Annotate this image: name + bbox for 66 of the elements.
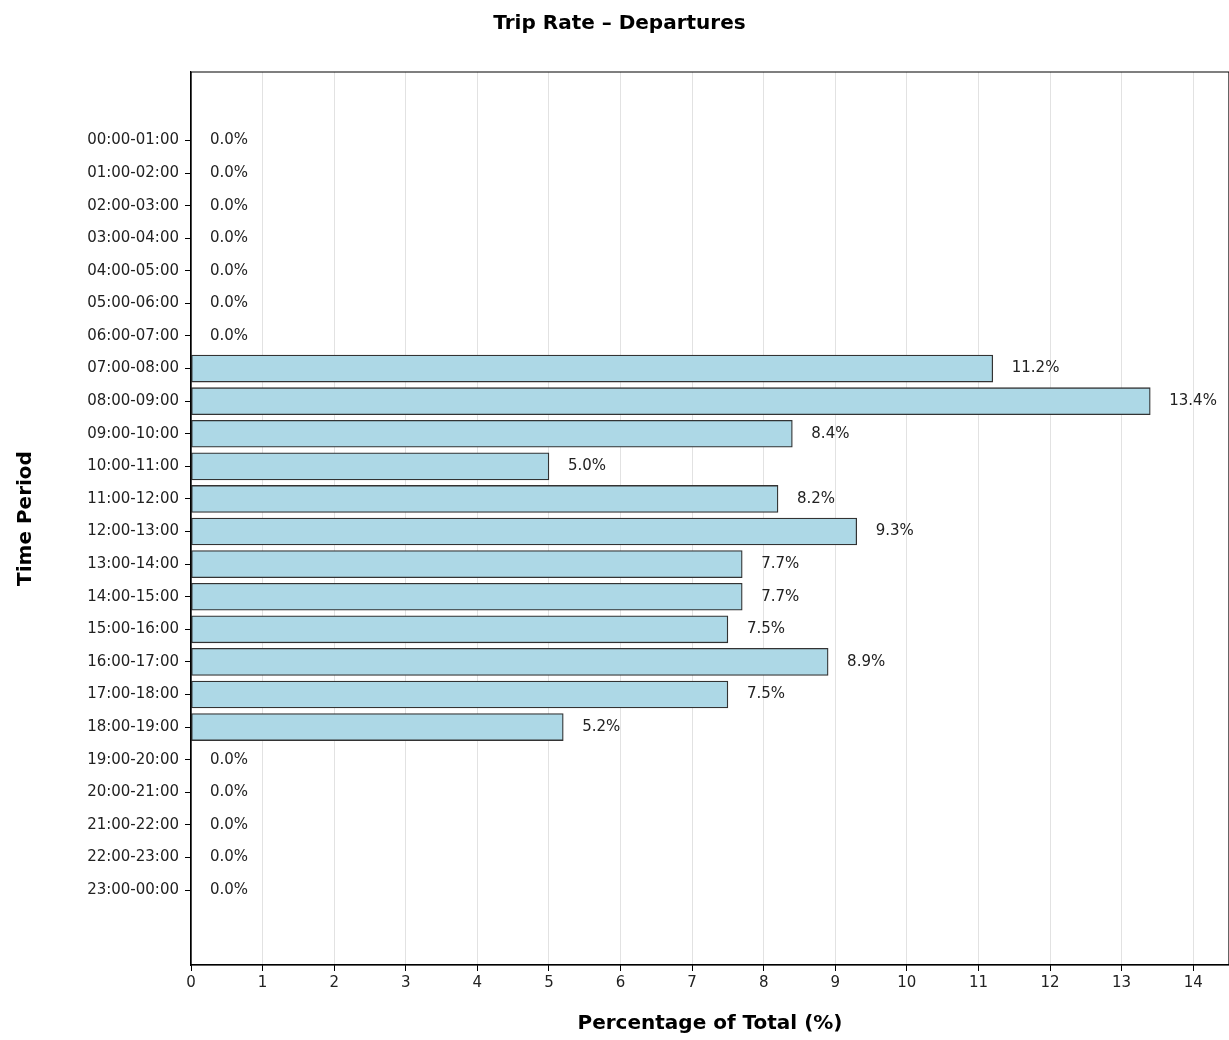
data-label: 5.0% — [567, 456, 607, 475]
x-tick-label: 13 — [1112, 972, 1132, 991]
y-tick-label: 01:00-02:00 — [87, 162, 179, 181]
data-label: 7.5% — [746, 619, 786, 638]
data-label: 9.3% — [875, 521, 914, 540]
x-axis-title: Percentage of Total (%) — [577, 1010, 843, 1035]
y-tick-label: 20:00-21:00 — [87, 782, 179, 801]
y-tick-label: 21:00-22:00 — [87, 814, 179, 833]
data-label: 5.2% — [582, 716, 621, 735]
x-tick-label: 6 — [615, 972, 626, 991]
data-label: 13.4% — [1169, 391, 1217, 410]
data-label: 0.0% — [210, 749, 249, 768]
x-tick-label: 2 — [329, 972, 339, 991]
data-label: 0.0% — [210, 814, 249, 833]
x-tick-label: 9 — [830, 972, 841, 991]
data-label: 11.2% — [1011, 358, 1060, 377]
y-tick-label: 16:00-17:00 — [87, 651, 179, 670]
y-tick-label: 17:00-18:00 — [87, 684, 179, 703]
y-tick-label: 02:00-03:00 — [87, 195, 179, 214]
y-tick-label: 10:00-11:00 — [87, 456, 179, 475]
y-tick-label: 13:00-14:00 — [87, 554, 179, 573]
y-tick-label: 11:00-12:00 — [87, 488, 179, 507]
x-tick-label: 14 — [1183, 972, 1203, 991]
data-label: 8.2% — [797, 488, 836, 507]
y-tick-label: 04:00-05:00 — [87, 260, 179, 279]
y-tick-label: 00:00-01:00 — [87, 130, 179, 149]
chart-title: Trip Rate – Departures — [493, 10, 746, 35]
y-tick-label: 05:00-06:00 — [87, 293, 179, 312]
data-label: 0.0% — [210, 782, 249, 801]
y-tick-label: 23:00-00:00 — [87, 879, 179, 898]
x-tick-label: 7 — [687, 972, 697, 991]
data-label: 0.0% — [210, 325, 249, 344]
x-tick-label: 8 — [758, 972, 769, 991]
data-label: 0.0% — [210, 195, 249, 214]
x-tick-label: 3 — [400, 972, 411, 991]
data-label: 0.0% — [210, 293, 249, 312]
data-label: 0.0% — [210, 228, 249, 247]
x-tick-label: 12 — [1040, 972, 1060, 991]
y-tick-label: 19:00-20:00 — [87, 749, 179, 768]
data-label: 0.0% — [210, 879, 249, 898]
data-label: 7.7% — [761, 586, 800, 605]
data-label: 7.7% — [761, 554, 800, 573]
data-label: 7.5% — [746, 684, 786, 703]
data-label: 0.0% — [210, 260, 249, 279]
y-axis-title: Time Period — [12, 451, 37, 586]
x-tick-label: 0 — [186, 972, 196, 991]
x-tick-label: 5 — [544, 972, 554, 991]
x-tick-label: 11 — [968, 972, 988, 991]
y-tick-label: 06:00-07:00 — [87, 325, 179, 344]
x-tick-label: 1 — [257, 972, 268, 991]
y-tick-label: 08:00-09:00 — [87, 391, 179, 410]
y-tick-label: 09:00-10:00 — [87, 423, 179, 442]
x-tick-label: 4 — [472, 972, 483, 991]
y-tick-label: 03:00-04:00 — [87, 228, 179, 247]
y-tick-label: 12:00-13:00 — [87, 521, 179, 540]
data-label: 0.0% — [210, 162, 249, 181]
y-tick-label: 18:00-19:00 — [87, 716, 179, 735]
y-tick-label: 07:00-08:00 — [87, 358, 179, 377]
data-label: 8.4% — [811, 423, 850, 442]
y-tick-label: 14:00-15:00 — [87, 586, 179, 605]
data-label: 8.9% — [847, 651, 886, 670]
y-tick-label: 22:00-23:00 — [87, 847, 179, 866]
x-tick-label: 10 — [897, 972, 917, 991]
data-label: 0.0% — [210, 130, 249, 149]
y-tick-label: 15:00-16:00 — [87, 619, 179, 638]
data-label: 0.0% — [210, 847, 249, 866]
